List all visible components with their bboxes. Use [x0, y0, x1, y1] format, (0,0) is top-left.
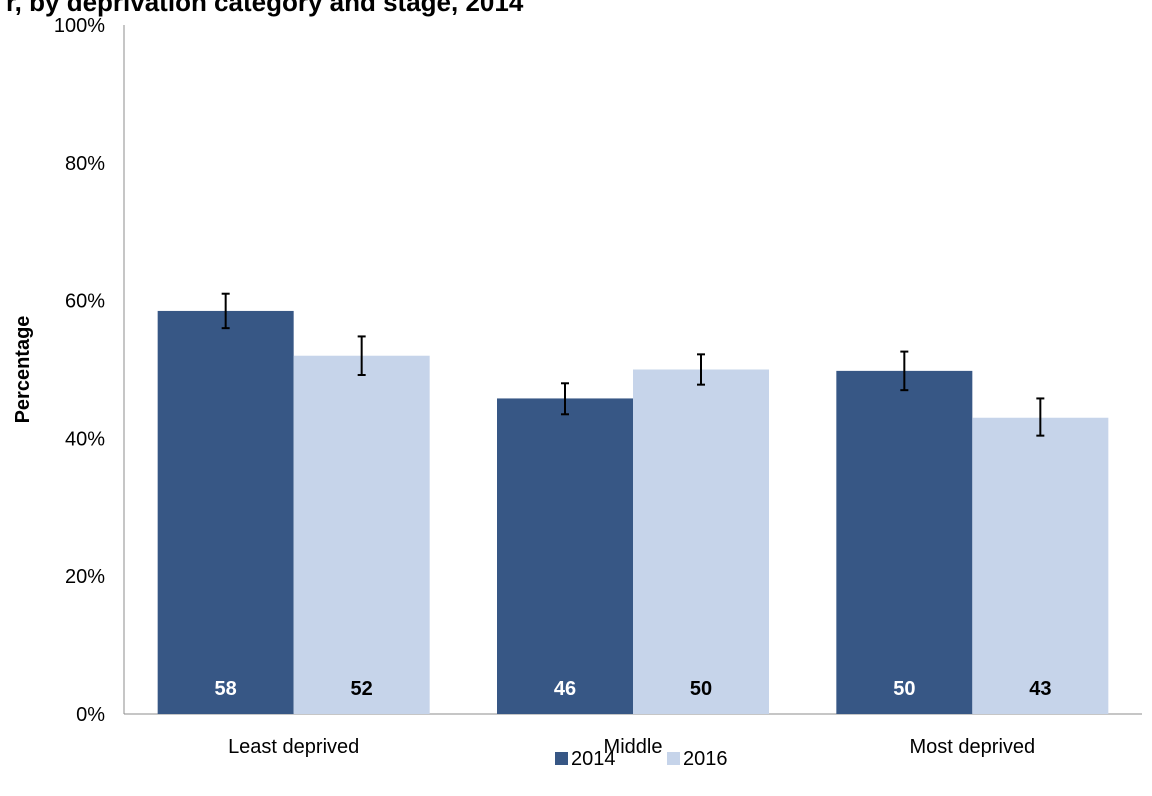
bar-data-label: 52 — [351, 678, 373, 700]
y-tick-label: 100% — [54, 15, 105, 37]
y-tick-label: 40% — [65, 428, 105, 450]
y-tick-label: 80% — [65, 153, 105, 175]
legend-swatch-2014 — [555, 752, 568, 765]
legend-label: 2016 — [683, 748, 728, 770]
legend-label: 2014 — [571, 748, 616, 770]
bar-data-label: 58 — [215, 678, 237, 700]
bar-data-label: 43 — [1029, 678, 1051, 700]
category-label: Most deprived — [910, 736, 1036, 758]
bar-2014 — [836, 370, 973, 714]
y-axis-label: Percentage — [12, 316, 34, 424]
bar-2016 — [972, 417, 1109, 714]
bar-2014 — [497, 398, 633, 714]
bar-2016 — [293, 355, 430, 714]
y-tick-label: 0% — [76, 704, 105, 726]
y-tick-label: 20% — [65, 566, 105, 588]
bar-data-label: 50 — [690, 678, 712, 700]
bar-data-label: 50 — [893, 678, 915, 700]
bar-data-label: 46 — [554, 678, 576, 700]
bar-2016 — [633, 369, 769, 714]
chart-title: r, by deprivation category and stage, 20… — [6, 0, 524, 17]
y-tick-label: 60% — [65, 291, 105, 313]
legend-swatch-2016 — [667, 752, 680, 765]
bar-2014 — [157, 310, 294, 714]
category-label: Middle — [604, 736, 663, 758]
category-label: Least deprived — [228, 736, 359, 758]
